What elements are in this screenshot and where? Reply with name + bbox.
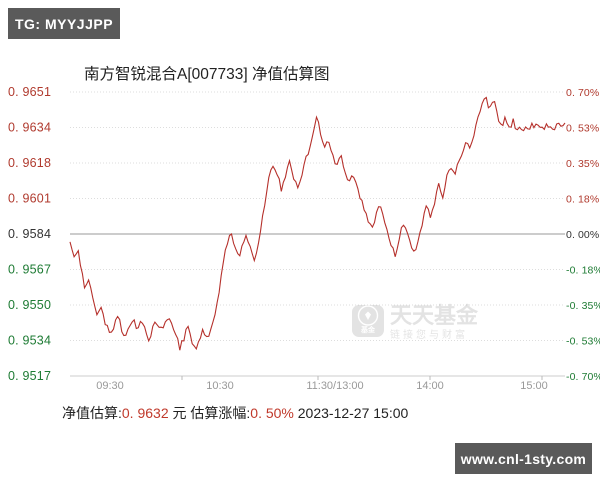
svg-text:-0. 18%: -0. 18%	[566, 265, 600, 277]
svg-text:11:30/13:00: 11:30/13:00	[306, 380, 363, 392]
svg-text:0. 9584: 0. 9584	[8, 227, 51, 241]
svg-text:0. 9550: 0. 9550	[8, 298, 51, 312]
svg-text:09:30: 09:30	[96, 380, 124, 392]
svg-text:天天基金: 天天基金	[390, 303, 479, 328]
svg-text:-0. 70%: -0. 70%	[566, 371, 600, 383]
svg-text:-0. 53%: -0. 53%	[566, 336, 600, 348]
svg-text:链接您与财富: 链接您与财富	[390, 328, 468, 341]
svg-text:0. 18%: 0. 18%	[566, 194, 599, 206]
svg-text:0. 70%: 0. 70%	[566, 87, 599, 99]
svg-text:0. 53%: 0. 53%	[566, 123, 599, 135]
svg-text:15:00: 15:00	[520, 380, 548, 392]
svg-text:10:30: 10:30	[206, 380, 234, 392]
svg-text:0. 9567: 0. 9567	[8, 263, 51, 277]
svg-text:0. 9618: 0. 9618	[8, 156, 51, 170]
svg-text:0. 9634: 0. 9634	[8, 121, 51, 135]
svg-text:14:00: 14:00	[416, 380, 444, 392]
svg-text:0. 9601: 0. 9601	[8, 192, 51, 206]
svg-text:基金: 基金	[360, 325, 376, 334]
svg-text:-0. 35%: -0. 35%	[566, 300, 600, 312]
svg-text:0. 9517: 0. 9517	[8, 369, 51, 383]
svg-text:0. 9534: 0. 9534	[8, 334, 51, 348]
svg-text:0. 9651: 0. 9651	[8, 85, 51, 99]
svg-text:0. 35%: 0. 35%	[566, 158, 599, 170]
svg-text:0. 00%: 0. 00%	[566, 229, 599, 241]
